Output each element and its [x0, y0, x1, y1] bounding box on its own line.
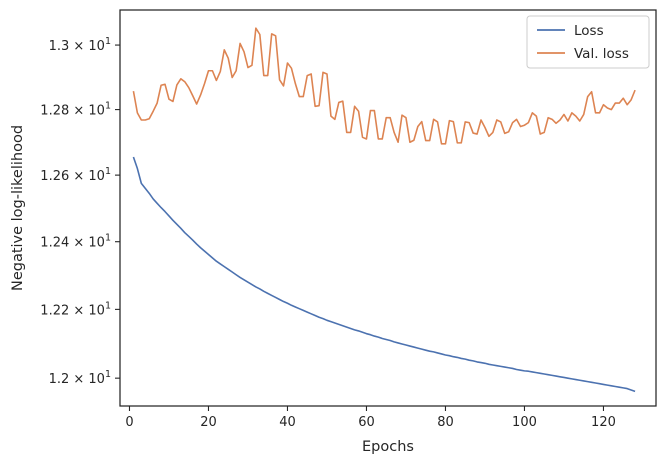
legend: Loss Val. loss [526, 15, 650, 69]
series-line-0 [132, 156, 636, 393]
x-tick-label: 80 [437, 415, 454, 430]
x-tick-label: 100 [512, 415, 537, 430]
x-tick-label: 40 [279, 415, 296, 430]
legend-box [526, 15, 650, 69]
y-tick-label: 1.3 × 101 [49, 36, 111, 54]
y-tick-label: 1.2 × 101 [49, 369, 111, 387]
y-tick-label: 1.22 × 101 [40, 300, 111, 318]
legend-label-0: Loss [574, 23, 604, 39]
series-lines [132, 27, 636, 393]
x-tick-label: 0 [125, 415, 133, 430]
y-tick-label: 1.26 × 101 [40, 166, 111, 184]
series-line-1 [132, 27, 636, 145]
x-axis-label: Epochs [362, 439, 414, 455]
x-tick-label: 60 [358, 415, 375, 430]
y-axis-label: Negative log-likelihood [10, 125, 26, 291]
plot-frame [119, 9, 657, 407]
x-tick-label: 20 [200, 415, 217, 430]
y-tick-label: 1.24 × 101 [40, 233, 111, 251]
x-axis-ticks: 0 20 40 60 80 100 120 [125, 406, 616, 430]
x-tick-label: 120 [591, 415, 616, 430]
legend-label-1: Val. loss [574, 46, 629, 62]
y-tick-label: 1.28 × 101 [40, 101, 111, 119]
y-axis-ticks: 1.2 × 101 1.22 × 101 1.24 × 101 1.26 × 101 1… [40, 36, 120, 387]
